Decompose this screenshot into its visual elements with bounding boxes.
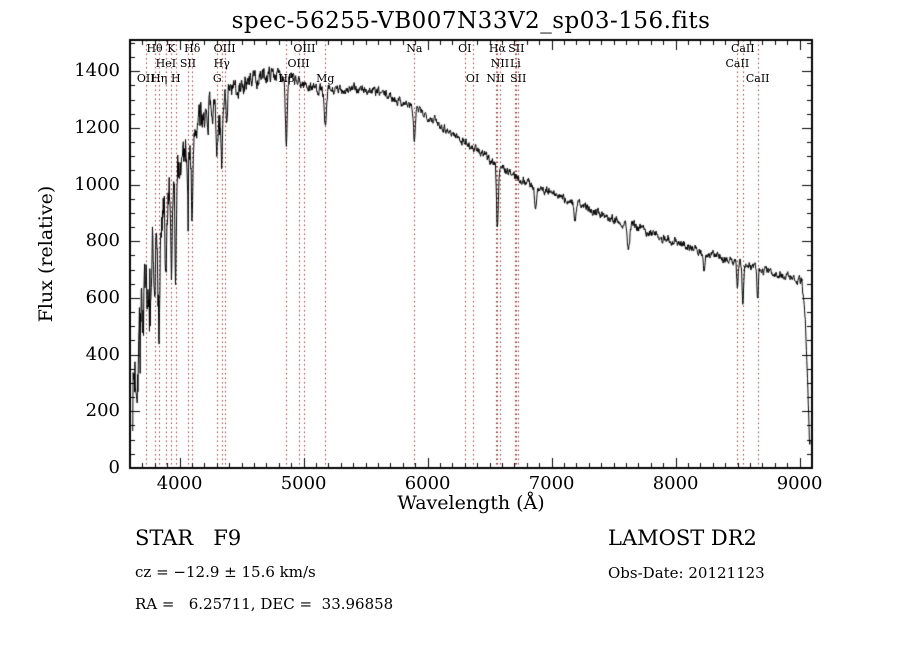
spectral-line-label: OIII <box>287 57 310 70</box>
x-tick-label: 8000 <box>652 473 699 494</box>
spectral-line-label: CaII <box>730 42 755 55</box>
spectral-line-label: CaII <box>725 57 750 70</box>
spectral-line-label: CaII <box>745 72 770 85</box>
y-tick-label: 800 <box>85 230 120 252</box>
spectral-line-label: Hδ <box>184 42 201 55</box>
spectral-line-label: HeI <box>155 57 177 70</box>
spectral-line-label: Hθ <box>146 42 163 55</box>
spectral-line-label: Li <box>509 57 521 70</box>
spectral-line-label: SII <box>508 42 525 55</box>
spectral-line-label: NII <box>486 72 505 85</box>
x-axis-label: Wavelength (Å) <box>397 492 545 514</box>
x-tick-label: 5000 <box>280 473 327 494</box>
x-tick-label: 6000 <box>404 473 451 494</box>
y-tick-label: 400 <box>85 343 120 365</box>
spectral-line-label: Hβ <box>278 72 295 85</box>
spectral-line-label: NII <box>490 57 510 70</box>
spectral-line-label: OI <box>465 72 480 85</box>
classification-text: STAR F9 <box>135 526 242 550</box>
spectral-line-label: K <box>167 42 176 55</box>
spectral-line-label: Na <box>406 42 423 55</box>
spectral-line-label: OII <box>136 72 155 85</box>
spectral-line-label: Hγ <box>213 57 230 70</box>
spectral-line-label: OIII <box>293 42 316 55</box>
spectral-line-label: Hα <box>488 42 506 55</box>
spectral-line-label: OIII <box>213 42 236 55</box>
survey-text: LAMOST DR2 <box>608 526 757 550</box>
spectral-line-label: Hη <box>151 72 168 85</box>
plot-title: spec-56255-VB007N33V2_sp03-156.fits <box>231 8 711 34</box>
y-tick-label: 200 <box>85 400 120 422</box>
spectral-line-label: SII <box>510 72 527 85</box>
y-tick-label: 600 <box>85 286 120 308</box>
y-tick-label: 0 <box>108 457 120 478</box>
y-tick-label: 1000 <box>74 173 120 195</box>
x-tick-label: 7000 <box>528 473 575 494</box>
spectral-line-label: Mg <box>316 72 335 85</box>
y-tick-label: 1200 <box>74 116 120 138</box>
spectral-line-label: H <box>170 72 181 85</box>
spectral-line-label: OI <box>458 42 472 55</box>
y-tick-label: 1400 <box>74 60 120 82</box>
obs-date-text: Obs-Date: 20121123 <box>608 564 765 582</box>
spectral-line-label: SII <box>179 57 197 70</box>
spectral-line-label: G <box>212 72 222 85</box>
x-tick-label: 9000 <box>776 473 823 494</box>
ra-dec-text: RA = 6.25711, DEC = 33.96858 <box>135 595 394 613</box>
cz-text: cz = −12.9 ± 15.6 km/s <box>135 563 316 581</box>
x-tick-label: 4000 <box>156 473 203 494</box>
